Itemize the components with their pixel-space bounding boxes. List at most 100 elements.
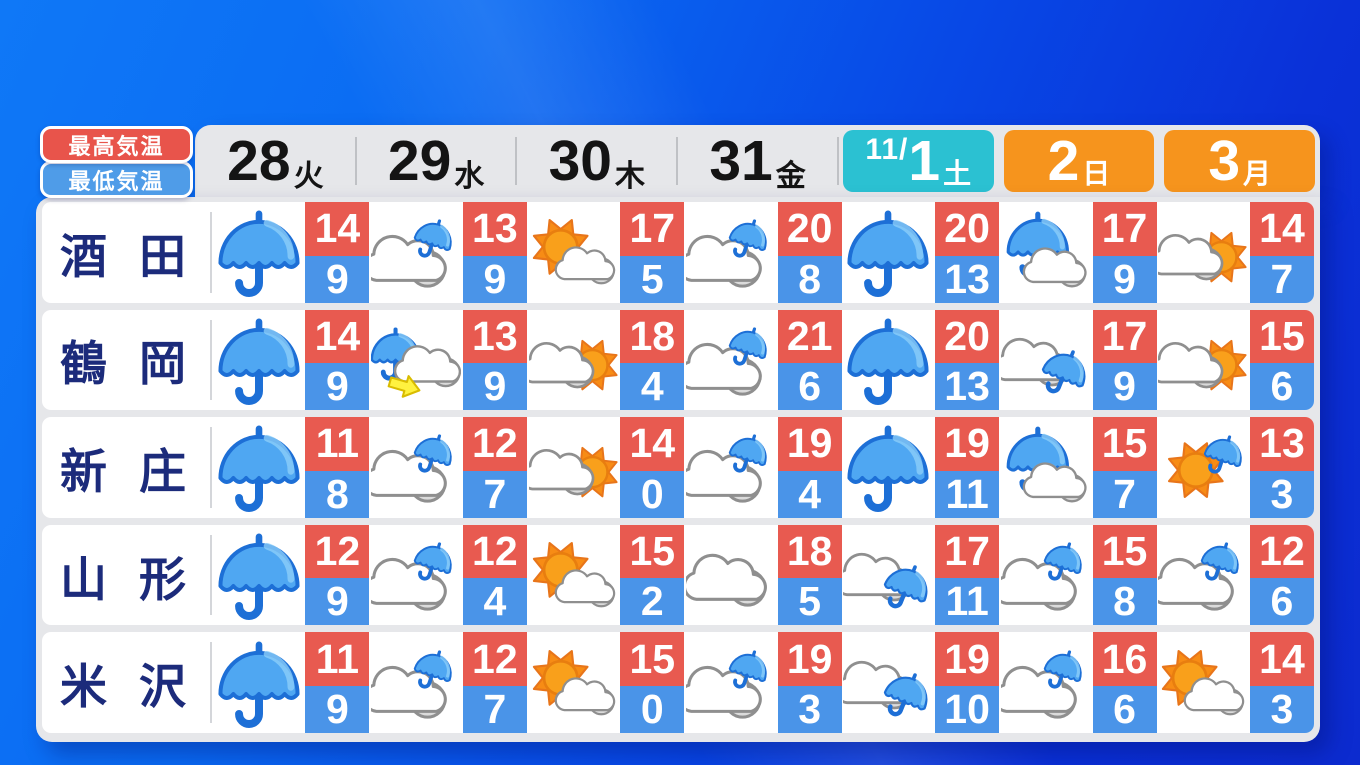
cloud-rain-icon-svg	[685, 219, 767, 288]
forecast-cell: 12 7	[369, 632, 527, 733]
low-temperature: 10	[935, 685, 1000, 733]
temperature-stack: 19 11	[935, 417, 1000, 518]
date-month-prefix: 11/	[865, 133, 909, 166]
umbrella-shape	[413, 219, 452, 258]
cloud-sun-icon-svg	[528, 339, 618, 391]
low-temp-legend-badge: 最低気温	[40, 161, 193, 198]
low-temperature: 5	[620, 255, 685, 303]
date-number: 28	[227, 129, 291, 193]
forecast-cell: 16 6	[999, 632, 1157, 733]
date-weekday: 火	[293, 159, 324, 193]
weather-icon-cloud-rain	[684, 417, 777, 518]
forecast-cell: 15 2	[527, 524, 685, 626]
cloud-shape	[1158, 234, 1224, 281]
forecast-cell: 20 13	[842, 309, 1000, 411]
weather-icon-cloud-rain	[684, 202, 777, 303]
rain-icon-svg	[218, 641, 300, 728]
high-temperature: 15	[620, 524, 685, 579]
low-temperature: 0	[620, 470, 685, 518]
low-temperature: 9	[1092, 363, 1157, 411]
high-temp-legend-badge: 最高気温	[40, 126, 193, 163]
high-temperature: 17	[620, 202, 685, 256]
low-temperature: 0	[620, 685, 685, 733]
forecast-row: 山形 12 9 12 4 15 2 18 5 17 11 15 8	[42, 524, 1314, 626]
low-temperature: 8	[777, 255, 842, 303]
city-character: 庄	[139, 444, 186, 498]
high-temperature: 12	[305, 524, 370, 579]
date-weekday: 水	[454, 159, 485, 193]
sun-rain-icon-svg	[1168, 435, 1242, 499]
rain-icon-svg	[218, 533, 300, 620]
rain-icon-svg	[218, 426, 300, 513]
high-temperature: 17	[1092, 202, 1157, 256]
low-temperature: 7	[1249, 255, 1314, 303]
forecast-cell: 15 8	[999, 524, 1157, 626]
rain-icon-svg	[847, 426, 929, 513]
weather-icon-rain	[842, 417, 935, 518]
city-character: 岡	[139, 337, 186, 391]
high-temperature: 20	[935, 309, 1000, 364]
cloud-shape	[1158, 557, 1235, 611]
forecast-cell: 17 9	[999, 309, 1157, 411]
low-temperature: 7	[462, 470, 527, 518]
temperature-stack: 13 9	[462, 309, 527, 411]
temperature-stack: 14 9	[305, 202, 370, 303]
umbrella-shape	[728, 650, 767, 689]
high-temperature: 15	[1249, 309, 1314, 364]
city-character: 形	[139, 552, 186, 606]
temperature-stack: 12 7	[462, 632, 527, 733]
umbrella-shape	[1043, 542, 1082, 581]
arrow-shape	[387, 374, 421, 398]
weather-icon-rain	[212, 525, 305, 626]
forecast-cell: 12 7	[369, 417, 527, 518]
weather-icon-rain	[212, 202, 305, 303]
rain-cloud-icon-svg	[1006, 427, 1087, 503]
low-temperature: 13	[935, 255, 1000, 303]
weather-icon-cloud-rain-right	[842, 632, 935, 733]
low-temperature: 9	[462, 255, 527, 303]
date-weekday: 月	[1243, 158, 1272, 189]
forecast-cell: 21 6	[684, 309, 842, 411]
date-header-cell: 28 火	[195, 125, 357, 198]
city-label: 米沢	[42, 632, 212, 733]
saturday-date-badge: 11/1 土	[842, 130, 994, 192]
forecast-row: 新庄 11 8 12 7 14 0 19 4 19 11 15 7	[42, 417, 1314, 518]
temperature-stack: 15 0	[620, 632, 685, 733]
umbrella-shape	[728, 219, 767, 258]
rain-icon-svg	[218, 318, 300, 405]
high-temperature: 13	[462, 202, 527, 256]
weather-icon-rain-cloud	[999, 417, 1092, 518]
low-temperature: 9	[1092, 255, 1157, 303]
low-temperature: 9	[305, 578, 370, 626]
weather-icon-rain	[842, 202, 935, 303]
cloud-shape	[685, 235, 762, 288]
weather-icon-sun-cloud	[527, 525, 620, 626]
high-temperature: 19	[777, 632, 842, 686]
weather-icon-cloud-rain	[684, 310, 777, 411]
weather-icon-cloud-sun	[527, 310, 620, 411]
temperature-stack: 14 9	[305, 309, 370, 411]
cloud-shape	[371, 665, 447, 719]
date-number: 3	[1208, 128, 1241, 193]
high-temperature: 14	[1249, 632, 1314, 686]
weather-icon-rain-cloud	[999, 202, 1092, 303]
temperature-stack: 13 9	[462, 202, 527, 303]
date-weekday: 金	[775, 159, 806, 193]
forecast-cell: 12 6	[1157, 524, 1314, 626]
cloud-shape	[1022, 247, 1087, 288]
city-label: 山形	[42, 525, 212, 626]
low-temperature: 9	[305, 685, 370, 733]
sun-cloud-icon-svg	[532, 219, 615, 285]
umbrella-shape	[1043, 650, 1082, 689]
high-temperature: 21	[777, 309, 842, 364]
temperature-stack: 15 2	[620, 524, 685, 626]
cloud-shape	[554, 246, 615, 285]
temperature-stack: 19 10	[935, 632, 1000, 733]
umbrella-shape	[218, 210, 300, 298]
cloud-shape	[1022, 462, 1087, 503]
high-temperature: 20	[935, 202, 1000, 256]
low-temperature: 8	[305, 470, 370, 518]
umbrella-shape	[218, 533, 300, 620]
